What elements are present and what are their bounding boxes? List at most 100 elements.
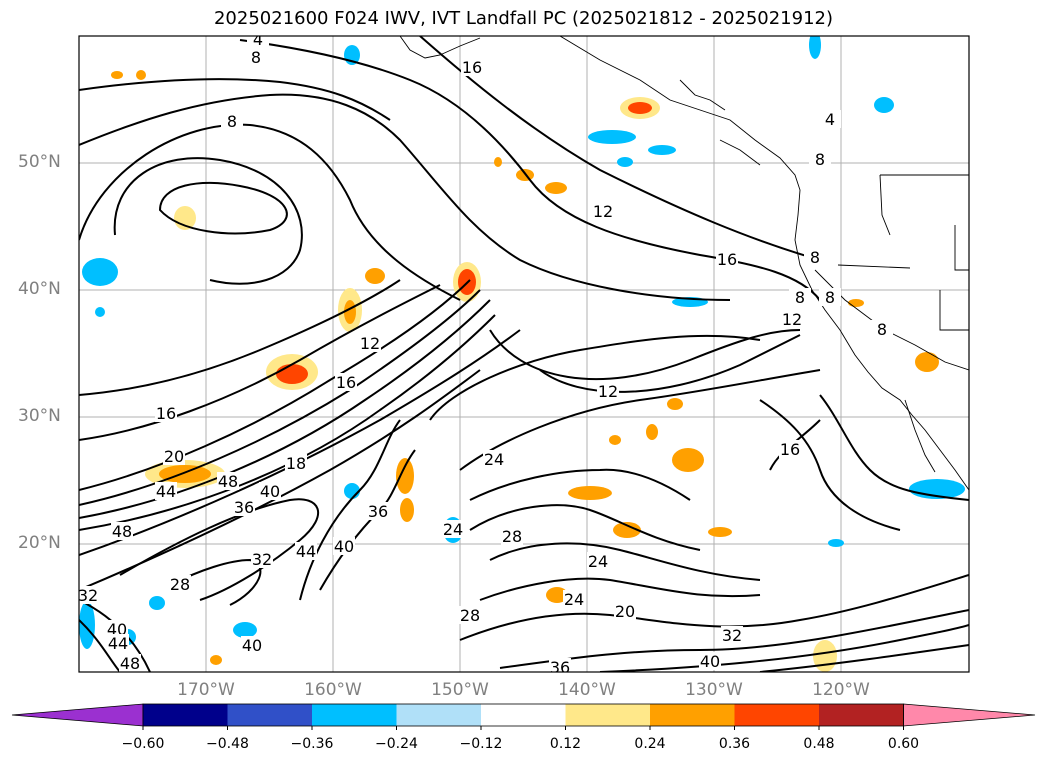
contour-label: 40 bbox=[700, 652, 720, 671]
contour-label-background bbox=[333, 537, 355, 555]
contour-label: 40 bbox=[334, 537, 354, 556]
colorbar-bin bbox=[227, 704, 313, 726]
contour-label: 16 bbox=[780, 440, 800, 459]
contour-label-background bbox=[587, 552, 609, 570]
colorbar-tick-label: −0.48 bbox=[206, 736, 249, 752]
contour-label: 12 bbox=[598, 382, 618, 401]
contour-label-background bbox=[721, 626, 743, 644]
contour-label-background bbox=[459, 606, 481, 624]
colorbar-tick-label: −0.36 bbox=[290, 736, 334, 752]
contour-label: 18 bbox=[286, 454, 306, 473]
negative-region bbox=[648, 145, 676, 155]
positive-region bbox=[111, 71, 123, 79]
contour-label-background bbox=[819, 110, 841, 128]
contour-label: 36 bbox=[368, 502, 388, 521]
positive-region bbox=[848, 299, 864, 307]
contour-label: 8 bbox=[825, 288, 835, 307]
positive-region bbox=[813, 640, 837, 672]
positive-region bbox=[159, 465, 211, 483]
contour-label-background bbox=[716, 250, 738, 268]
colorbar-bin bbox=[819, 704, 904, 726]
contour-label-background bbox=[549, 658, 571, 672]
contour-label: 48 bbox=[112, 522, 132, 541]
contour-label: 44 bbox=[156, 482, 176, 501]
contour-label: 28 bbox=[502, 527, 522, 546]
contour-label-background bbox=[871, 320, 893, 338]
negative-region bbox=[588, 130, 636, 144]
contour-label: 32 bbox=[722, 626, 742, 645]
positive-region bbox=[396, 458, 414, 494]
colorbar-tick-label: 0.60 bbox=[887, 736, 920, 752]
contour-label: 16 bbox=[717, 250, 737, 269]
colorbar-bin bbox=[312, 704, 397, 726]
colorbar-tick-label: −0.60 bbox=[121, 736, 165, 752]
contour-label: 8 bbox=[815, 150, 825, 169]
longitude-label: 140°W bbox=[558, 680, 616, 700]
positive-region bbox=[613, 522, 641, 538]
longitude-label: 150°W bbox=[431, 680, 489, 700]
positive-region bbox=[276, 364, 308, 384]
contour-label-background bbox=[106, 620, 128, 638]
contour-label-background bbox=[259, 482, 281, 500]
contour-label-background bbox=[614, 602, 636, 620]
contour-label-background bbox=[367, 502, 389, 520]
contour-label: 24 bbox=[443, 520, 463, 539]
contour-label-background bbox=[779, 440, 801, 458]
positive-region bbox=[136, 70, 146, 80]
colorbar-frame bbox=[142, 703, 904, 727]
contour-label-background bbox=[107, 634, 129, 652]
contour-label: 12 bbox=[360, 334, 380, 353]
contour-label: 40 bbox=[260, 482, 280, 501]
contour-label-background bbox=[233, 498, 255, 516]
negative-region bbox=[874, 97, 894, 113]
negative-region bbox=[617, 157, 633, 167]
contour-label-background bbox=[789, 288, 811, 306]
contour-label-background bbox=[335, 373, 357, 391]
contour-label-background bbox=[241, 636, 263, 654]
contour-label: 24 bbox=[564, 590, 584, 609]
contour-label-background bbox=[247, 36, 269, 48]
contour-label-background bbox=[597, 382, 619, 400]
contour-label-background bbox=[819, 288, 841, 306]
contour-label-background bbox=[79, 586, 99, 604]
colorbar-tick-label: 0.12 bbox=[549, 736, 582, 752]
positive-region bbox=[210, 655, 222, 665]
longitude-label: 120°W bbox=[812, 680, 870, 700]
colorbar-tick-label: 0.36 bbox=[718, 736, 751, 752]
contour-label-background bbox=[359, 334, 381, 352]
contour-label: 28 bbox=[460, 606, 480, 625]
contour-label-background bbox=[295, 542, 317, 560]
contour-label-background bbox=[111, 522, 133, 540]
contour-label-background bbox=[699, 652, 721, 670]
contour-label: 44 bbox=[296, 542, 316, 561]
positive-region bbox=[494, 157, 502, 167]
latitude-label: 40°N bbox=[18, 279, 61, 299]
colorbar-min-extend bbox=[11, 703, 144, 727]
contour-label-background bbox=[483, 450, 505, 468]
contour-label: 16 bbox=[462, 58, 482, 77]
colorbar-max-extend bbox=[903, 703, 1036, 727]
contour-label: 40 bbox=[242, 636, 262, 655]
contour-label: 4 bbox=[253, 30, 263, 49]
positive-region bbox=[672, 448, 704, 472]
negative-region bbox=[82, 258, 118, 286]
contour-label: 24 bbox=[484, 450, 504, 469]
contour-label-background bbox=[442, 520, 464, 538]
positive-region bbox=[609, 435, 621, 445]
contour-label-background bbox=[781, 310, 803, 328]
contour-label-background bbox=[461, 58, 483, 76]
contour-label: 12 bbox=[782, 310, 802, 329]
contour-label: 8 bbox=[251, 48, 261, 67]
contour-label-background bbox=[592, 202, 614, 220]
contour-label: 48 bbox=[218, 472, 238, 491]
positive-region bbox=[667, 398, 683, 410]
contour-label: 16 bbox=[156, 404, 176, 423]
colorbar bbox=[11, 703, 1036, 730]
positive-region bbox=[568, 486, 612, 500]
map-area: 4816812161216884812816241620484418403648… bbox=[79, 30, 969, 672]
latitude-label: 20°N bbox=[18, 533, 61, 553]
map-frame bbox=[78, 35, 970, 673]
colorbar-bin bbox=[650, 704, 735, 726]
contour-label-background bbox=[221, 112, 243, 130]
negative-region bbox=[95, 307, 105, 317]
